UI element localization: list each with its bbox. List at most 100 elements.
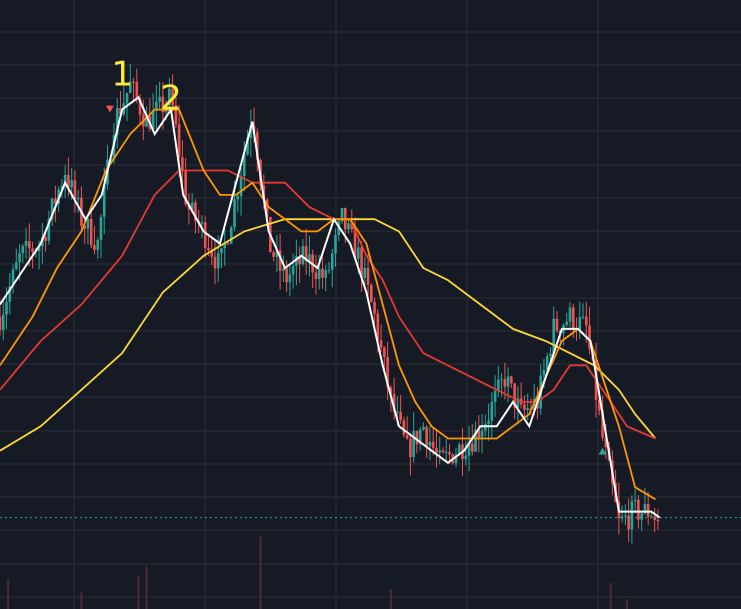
candle-body: [285, 268, 288, 283]
candle-body: [399, 411, 402, 421]
candle-body: [334, 234, 337, 254]
candle-body: [288, 274, 292, 283]
candle-body: [493, 390, 497, 403]
candle-body: [373, 301, 376, 314]
candle-body: [412, 431, 415, 458]
annotation-label: 2: [160, 79, 182, 119]
candle-body: [24, 241, 28, 247]
signal-markers: [105, 105, 607, 455]
candle-body: [624, 515, 627, 517]
candle-body: [464, 455, 468, 460]
candle-body: [490, 402, 494, 421]
candle-body: [128, 81, 132, 93]
candle-body: [376, 313, 380, 341]
candle-body: [620, 516, 624, 519]
candle-body: [396, 411, 399, 413]
candle-body: [555, 318, 559, 331]
candle-body: [177, 124, 181, 158]
candle-body: [340, 207, 344, 222]
candle-body: [448, 451, 451, 455]
candle-body: [633, 499, 637, 502]
candle-body: [28, 241, 31, 249]
candle-body: [184, 170, 187, 205]
volume-bar: [389, 589, 392, 609]
candle-body: [151, 110, 155, 129]
candle-body: [637, 499, 640, 520]
candle-body: [653, 516, 656, 520]
candle-body: [409, 438, 412, 458]
ma-long-line: [0, 218, 657, 452]
candle-body: [542, 370, 546, 376]
candle-body: [8, 286, 12, 302]
candle-body: [265, 199, 269, 217]
candle-body: [67, 175, 70, 188]
candle-body: [301, 245, 305, 265]
candle-body: [158, 96, 161, 102]
candle-body: [145, 116, 148, 127]
candle-body: [37, 246, 41, 252]
candle-body: [523, 404, 526, 411]
candle-body: [330, 253, 334, 270]
candle-body: [379, 340, 383, 348]
candle-body: [435, 447, 438, 453]
candle-body: [402, 420, 406, 436]
candle-body: [246, 137, 249, 155]
candle-body: [480, 430, 484, 438]
candle-body: [526, 408, 529, 411]
candle-body: [549, 353, 552, 357]
candle-body: [578, 317, 582, 330]
candle-body: [31, 248, 34, 252]
candle-body: [630, 501, 634, 530]
candle-body: [640, 513, 643, 520]
candle-body: [503, 379, 507, 387]
candle-body: [102, 184, 106, 217]
moving-averages: [0, 95, 661, 519]
candle-body: [291, 265, 295, 275]
candle-body: [63, 175, 67, 187]
candle-body: [210, 250, 214, 257]
candle-body: [226, 243, 230, 245]
candle-body: [11, 269, 15, 287]
candle-body: [236, 196, 240, 200]
volume-bar: [137, 576, 140, 609]
candle-body: [360, 247, 363, 278]
ma-mid-line: [0, 108, 656, 501]
volume-bar: [609, 582, 612, 609]
candle-body: [314, 272, 318, 280]
candle-body: [308, 254, 311, 261]
candle-body: [389, 387, 393, 394]
candle-body: [83, 225, 86, 229]
candle-body: [656, 519, 660, 522]
candle-body: [415, 431, 419, 445]
candle-body: [115, 108, 119, 136]
volume-bars: [7, 536, 628, 609]
candle-body: [441, 450, 445, 453]
candle-body: [454, 454, 458, 464]
candle-body: [428, 441, 432, 446]
candle-body: [363, 267, 367, 278]
candle-body: [487, 420, 490, 424]
candle-body: [383, 347, 386, 357]
candle-body: [194, 202, 197, 221]
candle-body: [584, 316, 588, 326]
candle-body: [457, 444, 461, 455]
candle-body: [190, 202, 194, 210]
ma-fast-line: [0, 95, 661, 519]
candle-body: [213, 256, 217, 269]
hand-annotations: 12: [111, 54, 181, 118]
candle-body: [646, 504, 650, 517]
candle-body: [370, 284, 373, 302]
candle-body: [5, 301, 8, 315]
candle-body: [86, 218, 90, 229]
candle-body: [14, 262, 18, 270]
candle-body: [44, 237, 47, 241]
candle-body: [350, 223, 354, 230]
candle-body: [353, 229, 357, 259]
candle-body: [1, 314, 5, 331]
candle-body: [174, 105, 178, 125]
candle-body: [132, 81, 135, 83]
candle-body: [161, 96, 165, 113]
candle-body: [54, 198, 57, 204]
candle-body: [431, 441, 435, 448]
